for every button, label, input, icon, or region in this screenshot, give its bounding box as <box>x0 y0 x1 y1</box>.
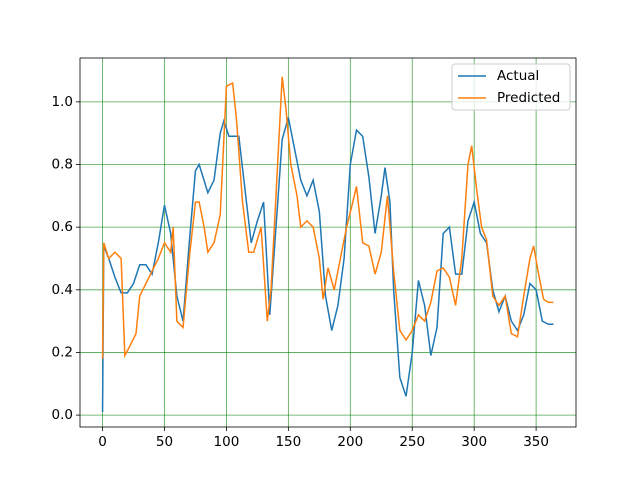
legend-label: Predicted <box>497 90 560 106</box>
x-tick-label: 50 <box>156 434 173 450</box>
y-tick-label: 0.6 <box>52 219 73 235</box>
data-line <box>101 117 554 412</box>
x-tick-label: 150 <box>275 434 301 450</box>
y-tick-label: 0.2 <box>52 344 73 360</box>
x-tick-label: 200 <box>337 434 363 450</box>
x-tick-label: 100 <box>214 434 240 450</box>
y-tick-label: 0.4 <box>52 282 73 298</box>
x-tick-label: 300 <box>461 434 487 450</box>
y-tick-label: 0.8 <box>52 157 73 173</box>
y-tick-label: 0.0 <box>52 407 73 423</box>
x-tick-label: 350 <box>523 434 549 450</box>
x-tick-label: 0 <box>98 434 107 450</box>
plot-frame <box>79 57 577 428</box>
data-line <box>101 76 554 359</box>
legend-label: Actual <box>497 68 539 84</box>
x-tick-label: 250 <box>399 434 425 450</box>
y-tick-label: 1.0 <box>52 94 73 110</box>
